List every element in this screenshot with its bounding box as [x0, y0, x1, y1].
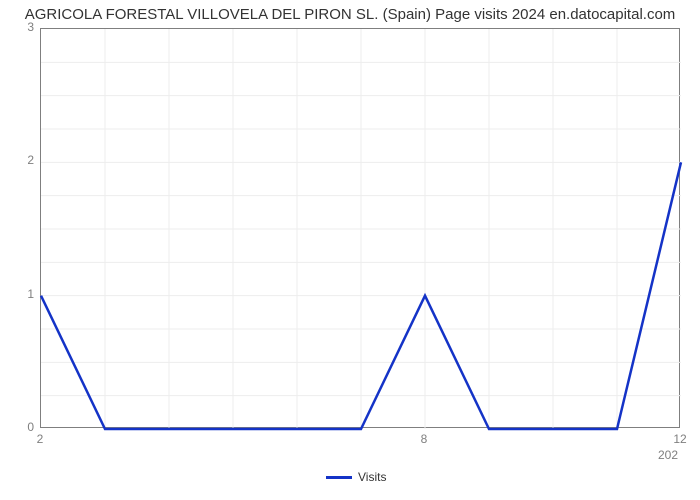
y-tick-label: 3: [14, 20, 34, 34]
y-tick-label: 1: [14, 287, 34, 301]
chart-title: AGRICOLA FORESTAL VILLOVELA DEL PIRON SL…: [0, 6, 700, 23]
legend-label: Visits: [358, 470, 386, 484]
x-axis-sub-label: 202: [658, 448, 678, 462]
chart-container: AGRICOLA FORESTAL VILLOVELA DEL PIRON SL…: [0, 0, 700, 500]
plot-area: [40, 28, 680, 428]
x-tick-label: 12: [665, 432, 695, 446]
x-tick-label: 2: [25, 432, 55, 446]
legend: Visits: [326, 470, 386, 484]
legend-swatch: [326, 476, 352, 479]
x-tick-label: 8: [409, 432, 439, 446]
y-tick-label: 2: [14, 153, 34, 167]
data-line: [41, 29, 681, 429]
